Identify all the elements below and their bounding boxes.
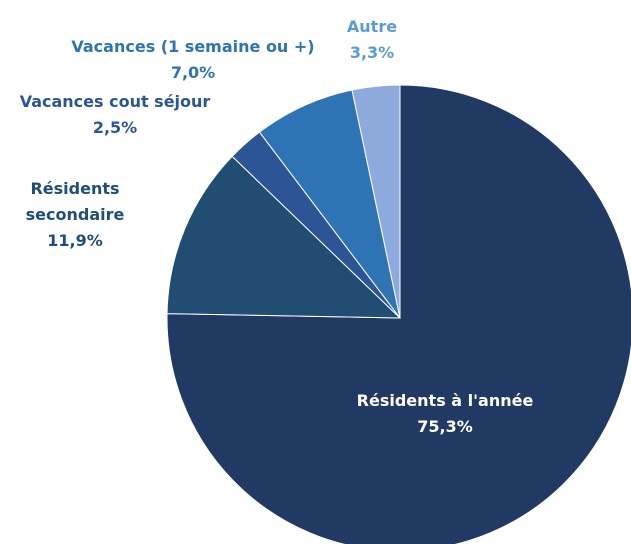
value-label: 3,3% bbox=[349, 43, 395, 62]
category-label: Vacances (1 semaine ou +) bbox=[71, 37, 315, 56]
slice-label: Résidents secondaire 11,9% bbox=[10, 176, 140, 254]
pie-slice bbox=[166, 155, 402, 319]
value-label: 7,0% bbox=[170, 63, 216, 82]
slice-label: Vacances cout séjour 2,5% bbox=[0, 89, 235, 141]
value-label: 11,9% bbox=[47, 231, 103, 250]
slice-label: Résidents à l'année 75,3% bbox=[315, 388, 575, 440]
pie-slice bbox=[258, 89, 401, 319]
value-label: 2,5% bbox=[92, 118, 138, 137]
category-label: Résidents secondaire bbox=[25, 179, 125, 224]
slice-label: Vacances (1 semaine ou +) 7,0% bbox=[53, 34, 333, 86]
pie-slice bbox=[351, 84, 401, 319]
pie-slice bbox=[166, 84, 631, 544]
category-label: Autre bbox=[346, 17, 398, 36]
category-label: Vacances cout séjour bbox=[19, 92, 211, 111]
slice-label: Autre 3,3% bbox=[332, 14, 412, 66]
category-label: Résidents à l'année bbox=[356, 391, 534, 410]
value-label: 75,3% bbox=[417, 417, 473, 436]
